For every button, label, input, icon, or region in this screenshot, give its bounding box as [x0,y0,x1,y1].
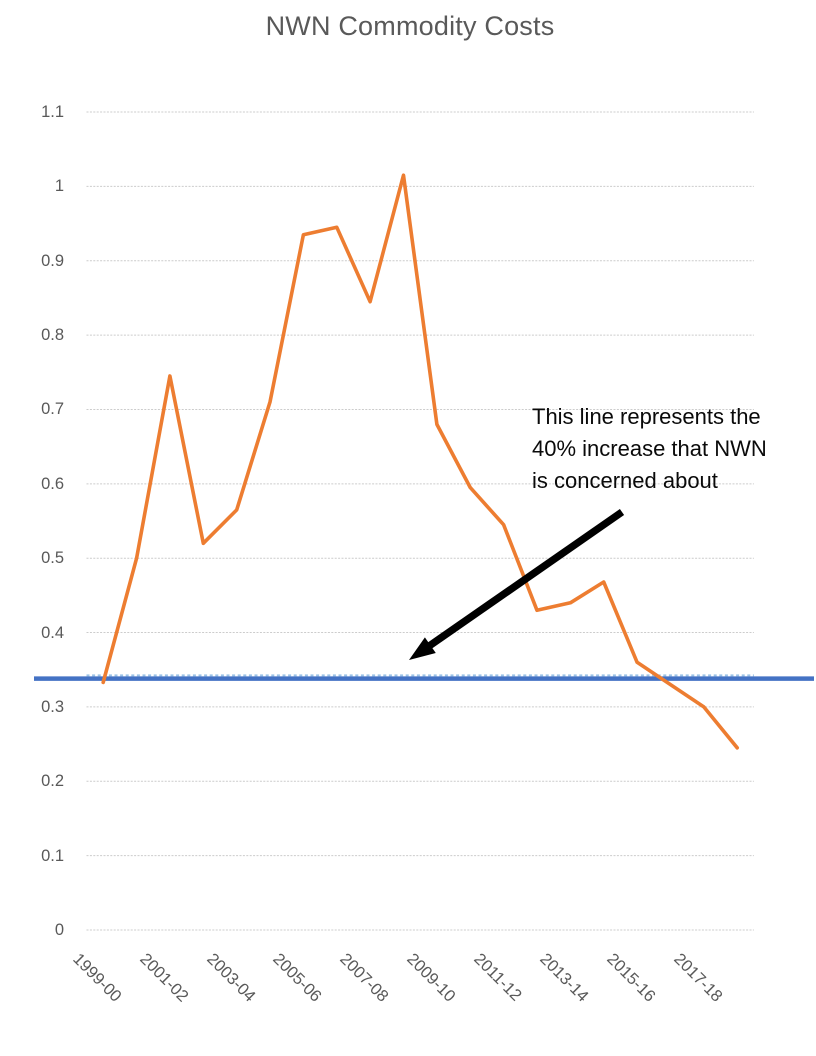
y-tick-label: 0 [54,921,64,939]
annotation-line-1: This line represents the [532,404,761,429]
y-tick-label: 0.8 [41,326,64,345]
y-tick-label: 0.5 [41,549,64,568]
y-tick-label: 0.4 [41,623,64,642]
y-tick-label: 0.7 [41,400,64,419]
annotation-line-3: is concerned about [532,468,718,493]
y-tick-label: 0.6 [41,474,64,493]
annotation-arrow-shaft [425,508,625,650]
chart-title: NWN Commodity Costs [265,11,555,41]
y-tick-label: 1 [54,177,64,196]
commodity-cost-series-line [101,173,740,750]
annotation-callout: This line represents the 40% increase th… [532,401,767,497]
annotation-line-2: 40% increase that NWN [532,436,767,461]
annotation-arrow-head [409,637,436,660]
y-tick-label: 0.3 [41,697,64,716]
y-tick-label: 1.1 [41,103,64,122]
y-tick-label: 0.1 [41,846,64,865]
y-tick-label: 0.9 [41,251,64,270]
y-tick-label: 0.2 [41,772,64,791]
